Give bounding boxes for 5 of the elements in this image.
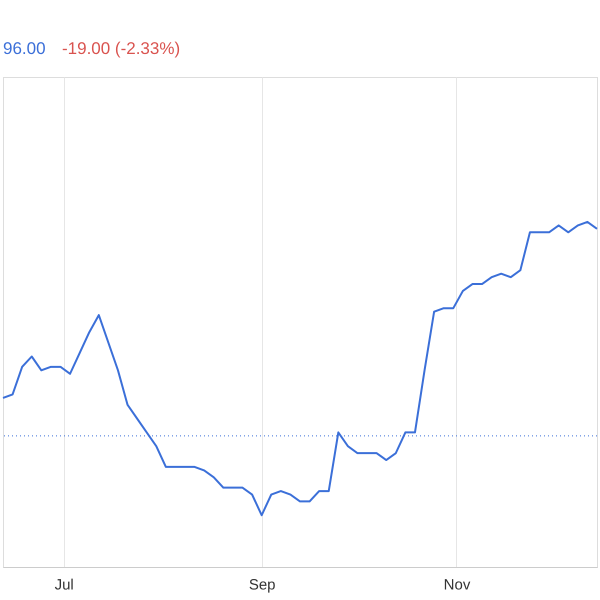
x-tick-label: Sep xyxy=(248,576,276,594)
x-tick-label: Nov xyxy=(444,576,471,594)
text: 96.00 xyxy=(3,39,46,58)
x-tick-label: Jul xyxy=(54,576,74,594)
text: -19.00 (-2.33%) xyxy=(62,39,180,58)
